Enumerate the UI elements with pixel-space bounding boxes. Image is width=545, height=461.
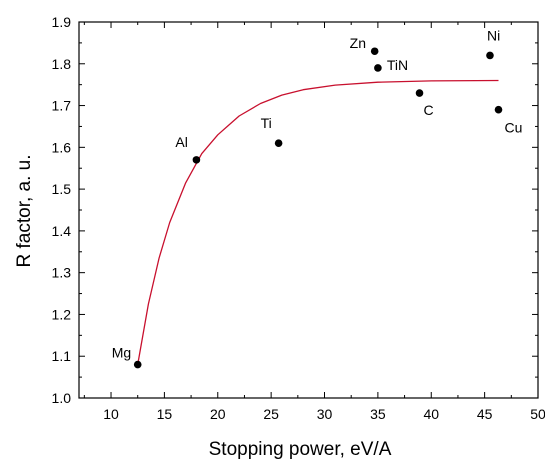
fit-curve — [137, 79, 499, 365]
point-label: Ti — [261, 115, 272, 131]
x-tick-label: 10 — [103, 406, 119, 422]
data-point — [370, 47, 379, 56]
plot-frame — [78, 21, 539, 399]
data-point — [374, 64, 382, 72]
x-tick-label: 20 — [210, 406, 226, 422]
point-label: Ni — [487, 27, 500, 43]
data-point — [486, 51, 494, 60]
y-tick-label: 1.9 — [52, 14, 72, 30]
y-axis-title: R factor, a. u. — [14, 155, 35, 268]
x-tick-label: 40 — [423, 406, 439, 422]
y-tick-label: 1.6 — [52, 139, 72, 155]
y-tick-label: 1.8 — [52, 56, 72, 72]
data-point — [415, 89, 424, 97]
y-tick-label: 1.1 — [52, 348, 72, 364]
data-point — [133, 360, 142, 369]
data-point — [494, 105, 503, 114]
data-point — [274, 139, 283, 147]
x-tick-label: 25 — [263, 406, 279, 422]
y-tick-label: 1.2 — [52, 306, 72, 322]
data-points: Mg Al Ti Zn TiN C Ni Cu — [112, 27, 523, 369]
point-label: Mg — [112, 345, 131, 361]
y-tick-label: 1.7 — [52, 98, 72, 114]
axis-ticks: 10 15 20 25 30 35 40 45 50 1.0 1.1 1.2 1.3 1.4 1.5 1.6 1… — [52, 14, 545, 422]
data-point — [192, 156, 201, 164]
x-tick-label: 35 — [370, 406, 386, 422]
point-label: Al — [175, 134, 187, 150]
x-tick-label: 50 — [530, 406, 545, 422]
y-tick-label: 1.3 — [52, 265, 72, 281]
point-label: Zn — [350, 35, 366, 51]
y-tick-label: 1.5 — [52, 181, 72, 197]
y-tick-label: 1.4 — [52, 223, 72, 239]
point-label: C — [424, 102, 434, 118]
x-tick-label: 45 — [477, 406, 493, 422]
x-tick-label: 30 — [317, 406, 333, 422]
x-axis-title: Stopping power, eV/A — [209, 439, 392, 460]
y-tick-label: 1.0 — [52, 390, 72, 406]
plot-border — [78, 21, 539, 399]
fit-curve-group — [137, 79, 499, 365]
point-label: TiN — [387, 57, 408, 73]
x-tick-label: 15 — [157, 406, 173, 422]
point-label: Cu — [505, 120, 523, 136]
